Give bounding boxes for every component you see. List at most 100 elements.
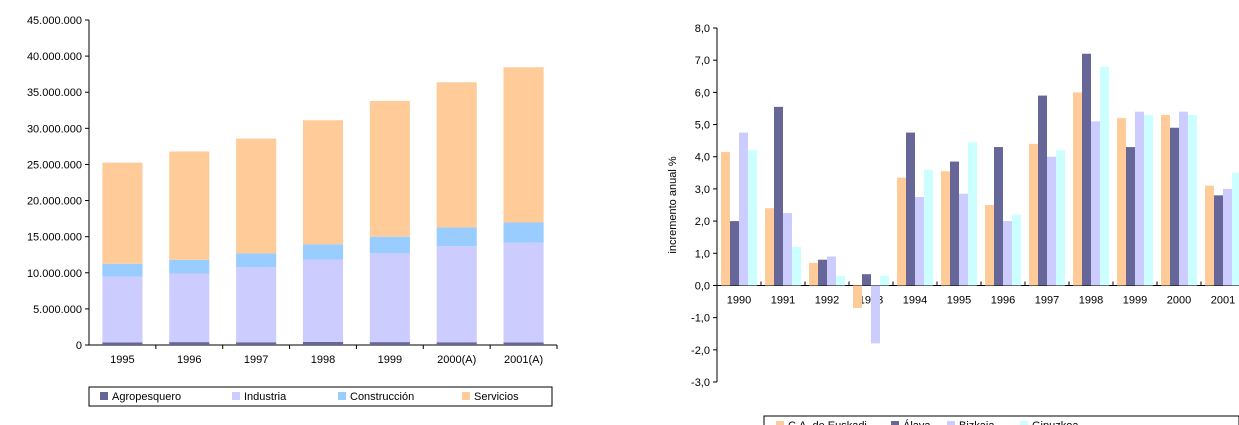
y-tick-label: 35.000.000 — [27, 87, 82, 99]
y-tick-label: 0 — [76, 340, 82, 352]
bar-construcci-n — [102, 263, 143, 277]
bar-bizkaia — [1179, 111, 1188, 286]
x-tick-label: 1995 — [110, 354, 134, 366]
x-tick-label: 1992 — [815, 294, 839, 306]
x-tick-label: 2001(A) — [504, 354, 543, 366]
bar-bizkaia — [783, 213, 792, 286]
bar-gipuzkoa — [1012, 214, 1021, 286]
legend-label-construcci-n: Construcción — [350, 391, 414, 403]
bar-gipuzkoa — [836, 275, 845, 286]
bar-construcci-n — [302, 244, 344, 260]
bar-bizkaia — [959, 193, 968, 286]
bar-servicios — [169, 151, 210, 260]
y-tick-label: 25.000.000 — [27, 159, 82, 171]
x-tick-label: 1998 — [1079, 294, 1103, 306]
bar-lava — [1038, 95, 1047, 286]
bar-lava — [1214, 195, 1223, 286]
x-tick-label: 1999 — [378, 354, 402, 366]
x-tick-label: 1999 — [1123, 294, 1147, 306]
legend-swatch-servicios — [462, 392, 470, 400]
bar-c-a-de-euskadi — [765, 208, 774, 286]
bar-servicios — [436, 82, 477, 228]
bar-c-a-de-euskadi — [985, 205, 994, 286]
bar-c-a-de-euskadi — [897, 177, 906, 286]
bar-c-a-de-euskadi — [1161, 114, 1170, 286]
bar-lava — [1082, 53, 1091, 286]
bar-lava — [730, 221, 739, 286]
bar-servicios — [503, 67, 544, 223]
bar-agropesquero — [102, 342, 143, 345]
bar-bizkaia — [871, 285, 880, 344]
legend-label-gipuzkoa: Gipuzkoa — [1032, 420, 1079, 425]
bar-gipuzkoa — [968, 142, 977, 286]
bar-construcci-n — [169, 259, 210, 274]
bar-gipuzkoa — [1188, 114, 1197, 286]
bar-servicios — [236, 138, 277, 254]
bar-construcci-n — [369, 236, 410, 254]
y-tick-label: 5,0 — [695, 120, 710, 132]
bar-c-a-de-euskadi — [1029, 143, 1038, 286]
bar-bizkaia — [827, 256, 836, 286]
bar-gipuzkoa — [1056, 150, 1065, 286]
bar-industria — [302, 259, 344, 342]
y-tick-label: -2,0 — [691, 345, 710, 357]
legend-swatch-construcci-n — [338, 392, 346, 400]
bar-c-a-de-euskadi — [721, 151, 730, 286]
legend-label-industria: Industria — [244, 391, 287, 403]
bar-lava — [1170, 127, 1179, 286]
bar-bizkaia — [1047, 156, 1056, 286]
bar-bizkaia — [1091, 121, 1100, 286]
y-tick-label: 3,0 — [695, 184, 710, 196]
bar-bizkaia — [739, 132, 748, 286]
bar-bizkaia — [1135, 111, 1144, 286]
legend-box — [763, 415, 1239, 425]
stacked-bar-chart: 0 5.000.000 10.000.000 15.000.000 20.000.000… — [27, 15, 558, 407]
y-tick-label: 40.000.000 — [27, 51, 82, 63]
y-tick-label: 15.000.000 — [27, 232, 82, 244]
bar-industria — [369, 253, 410, 343]
bar-agropesquero — [236, 342, 277, 345]
x-tick-label: 2000(A) — [437, 354, 476, 366]
legend-label-bizkaia: Bizkaia — [959, 420, 995, 425]
y-axis-label: incremento anual % — [667, 156, 679, 253]
y-tick-label: 45.000.000 — [27, 15, 82, 27]
bar-servicios — [102, 162, 143, 264]
y-tick-label: 2,0 — [695, 216, 710, 228]
y-tick-label: 1,0 — [695, 248, 710, 260]
y-tick-label: -3,0 — [691, 377, 710, 389]
bar-c-a-de-euskadi — [941, 171, 950, 286]
y-tick-label: 20.000.000 — [27, 196, 82, 208]
bar-servicios — [369, 100, 410, 237]
bar-lava — [774, 106, 783, 286]
bar-c-a-de-euskadi — [809, 262, 818, 286]
x-tick-label: 2001 — [1211, 294, 1235, 306]
bar-agropesquero — [302, 341, 344, 345]
y-tick-label: 30.000.000 — [27, 123, 82, 135]
x-tick-label: 1994 — [903, 294, 927, 306]
bar-c-a-de-euskadi — [1205, 185, 1214, 286]
x-tick-label: 2000 — [1167, 294, 1191, 306]
x-tick-label: 1997 — [1035, 294, 1059, 306]
bar-c-a-de-euskadi — [853, 285, 862, 308]
legend-swatch-gipuzkoa — [1020, 421, 1028, 425]
legend-label-c-a-de-euskadi: C.A. de Euskadi — [788, 420, 867, 425]
legend-box — [88, 386, 553, 407]
x-tick-label: 1995 — [947, 294, 971, 306]
legend-swatch-industria — [232, 392, 240, 400]
y-tick-label: 4,0 — [695, 152, 710, 164]
bar-lava — [906, 132, 915, 286]
x-tick-label: 1990 — [727, 294, 751, 306]
legend-label-agropesquero: Agropesquero — [112, 391, 181, 403]
bar-industria — [436, 246, 477, 343]
y-tick-label: -1,0 — [691, 313, 710, 325]
legend-swatch-c-a-de-euskadi — [776, 421, 784, 425]
bar-agropesquero — [503, 342, 544, 345]
bar-construcci-n — [436, 227, 477, 247]
bar-industria — [236, 267, 277, 343]
y-tick-label: 10.000.000 — [27, 268, 82, 280]
y-tick-label: 8,0 — [695, 23, 710, 35]
bar-lava — [994, 147, 1003, 286]
bar-gipuzkoa — [1100, 66, 1109, 286]
legend-label-servicios: Servicios — [474, 391, 519, 403]
